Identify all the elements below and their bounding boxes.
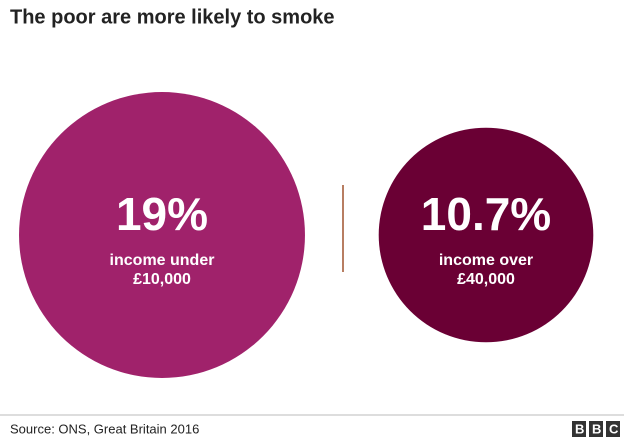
source: Source: ONS, Great Britain 2016 [10, 421, 199, 436]
value-label: 19% [116, 188, 208, 240]
bubble [19, 92, 305, 378]
category-label: income over £40,000 [438, 252, 534, 288]
logo-box [589, 421, 603, 437]
value-label: 10.7% [421, 188, 551, 240]
logo-box [606, 421, 620, 437]
category-label: income under £10,000 [109, 252, 215, 288]
logo: BBC [575, 421, 624, 436]
chart-title: The poor are more likely to smoke [10, 6, 335, 28]
logo-box [572, 421, 586, 437]
bubble [378, 127, 594, 343]
